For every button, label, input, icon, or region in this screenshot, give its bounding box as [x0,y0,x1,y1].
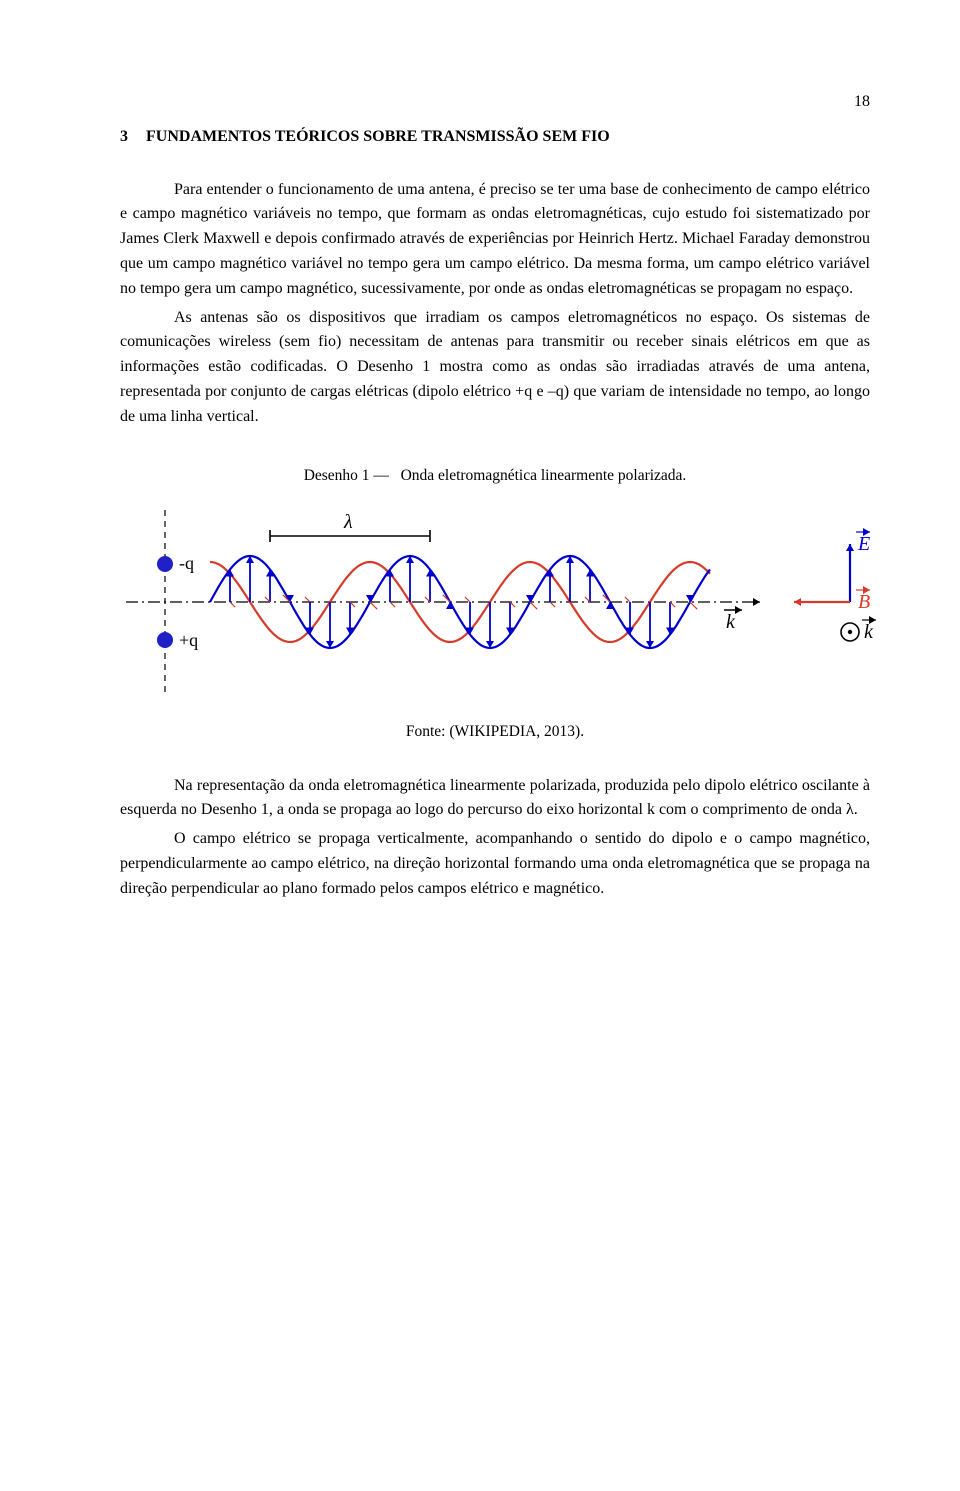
svg-text:k: k [864,621,874,643]
paragraph-4: O campo elétrico se propaga verticalment… [120,827,870,901]
figure-source: Fonte: (WIKIPEDIA, 2013). [120,720,870,744]
figure-caption-text: Onda eletromagnética linearmente polariz… [401,467,687,484]
svg-text:-q: -q [179,553,194,573]
paragraph-1: Para entender o funcionamento de uma ant… [120,178,870,302]
svg-text:+q: +q [179,630,198,650]
section-title: FUNDAMENTOS TEÓRICOS SOBRE TRANSMISSÃO S… [146,128,610,145]
figure-caption: Desenho 1 — Onda eletromagnética linearm… [120,464,870,488]
page-number: 18 [120,90,870,115]
svg-text:E: E [857,533,870,555]
svg-text:λ: λ [343,511,353,533]
paragraph-3: Na representação da onda eletromagnética… [120,774,870,824]
paragraph-2: As antenas são os dispositivos que irrad… [120,306,870,430]
svg-text:B: B [858,591,870,613]
section-number: 3 [120,125,128,150]
section-heading: 3 FUNDAMENTOS TEÓRICOS SOBRE TRANSMISSÃO … [120,125,870,150]
em-wave-figure: -q +q λ k E Bk [120,502,880,702]
figure-caption-prefix: Desenho 1 — [304,467,389,484]
svg-text:k: k [726,611,736,633]
